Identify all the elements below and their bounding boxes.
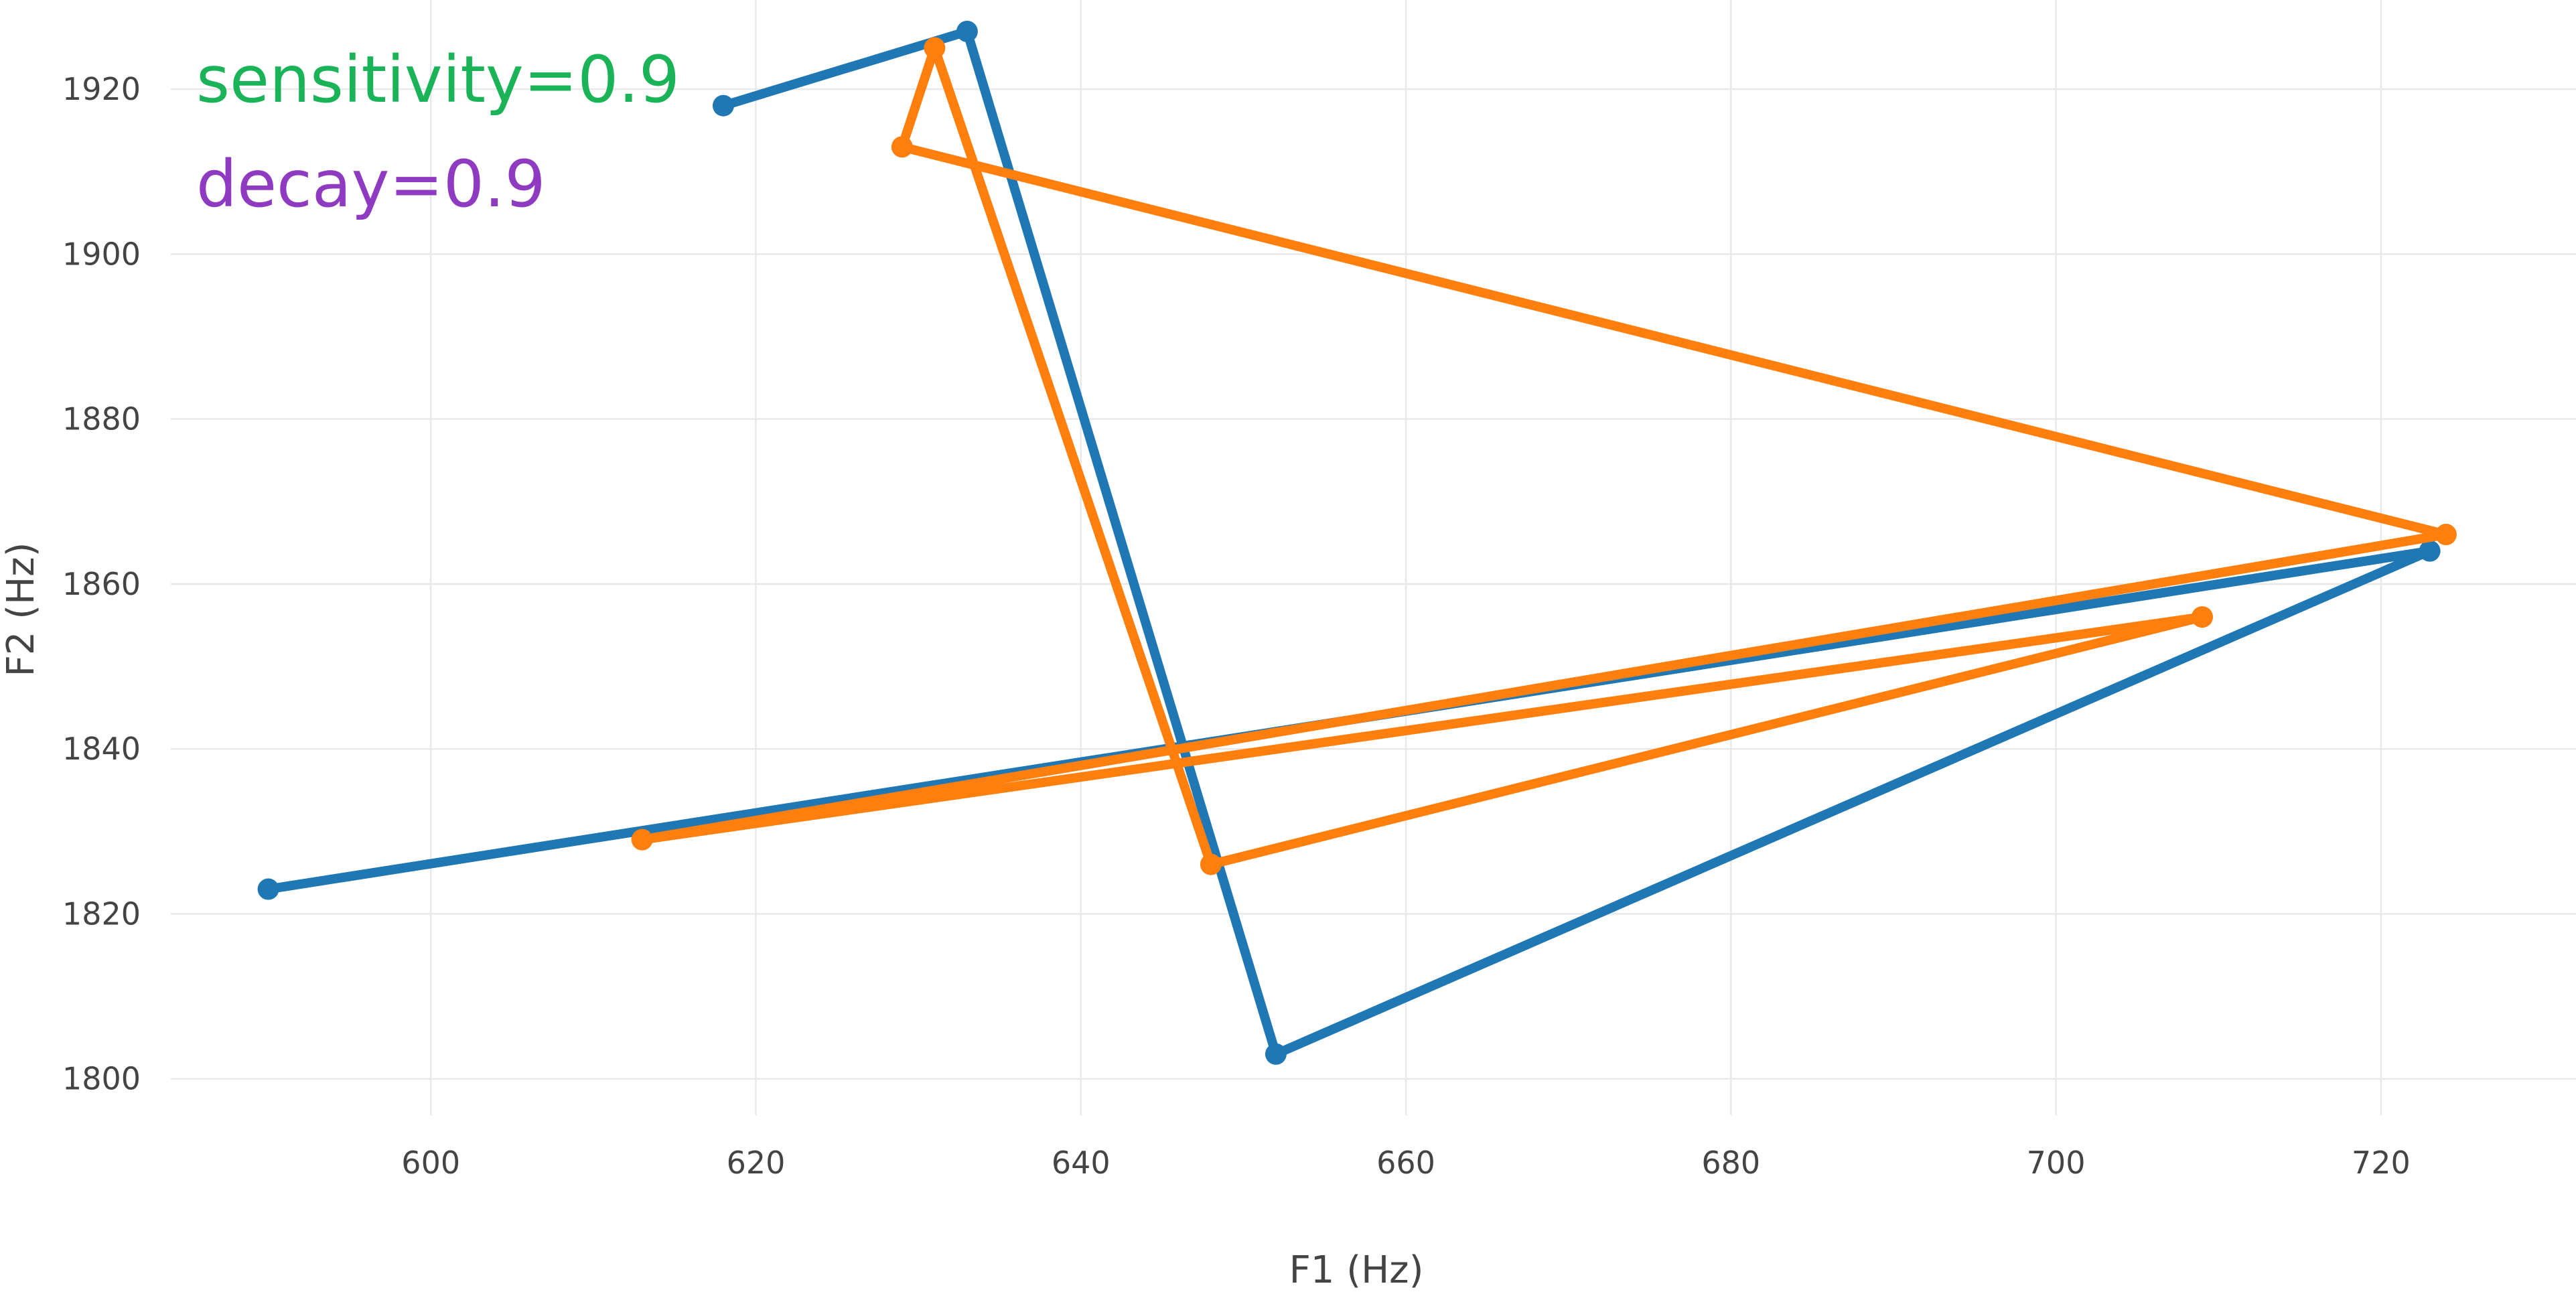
x-tick-label: 600: [401, 1145, 460, 1181]
data-point: [1265, 1043, 1287, 1065]
y-tick-label: 1800: [62, 1061, 141, 1097]
y-tick-label: 1900: [62, 236, 141, 272]
data-point: [2191, 606, 2213, 628]
data-point: [257, 878, 279, 900]
series-line: [637, 43, 2451, 869]
x-tick-label: 720: [2352, 1145, 2411, 1181]
series-layer: [257, 20, 2457, 1065]
x-grid: [429, 0, 2382, 1115]
x-tick-label: 620: [727, 1145, 786, 1181]
x-tick-label: 660: [1376, 1145, 1435, 1181]
y-tick-label: 1920: [62, 71, 141, 107]
decay-annotation: decay=0.9: [196, 147, 546, 222]
x-tick-labels: 600 620 640 660 680 700 720: [401, 1145, 2410, 1181]
x-axis-title: F1 (Hz): [1289, 1248, 1424, 1292]
data-point: [1200, 853, 1222, 875]
data-point: [891, 136, 913, 158]
data-point: [924, 37, 946, 59]
data-point: [712, 94, 734, 117]
data-point: [2435, 524, 2457, 546]
series-1: [257, 20, 2441, 1065]
y-tick-labels: 1800 1820 1840 1860 1880 1900 1920: [62, 71, 141, 1097]
y-grid: [171, 88, 2576, 1080]
data-point: [956, 20, 978, 42]
sensitivity-annotation: sensitivity=0.9: [196, 42, 680, 117]
series-2: [631, 37, 2457, 875]
series-line: [263, 26, 2435, 1059]
data-point: [2419, 540, 2441, 562]
y-tick-label: 1820: [62, 895, 141, 932]
y-tick-label: 1840: [62, 731, 141, 767]
y-axis-title: F2 (Hz): [0, 543, 43, 677]
y-tick-label: 1860: [62, 566, 141, 602]
data-point: [631, 829, 653, 851]
x-tick-label: 700: [2027, 1145, 2086, 1181]
y-tick-label: 1880: [62, 401, 141, 437]
x-tick-label: 680: [1701, 1145, 1760, 1181]
x-tick-label: 640: [1052, 1145, 1111, 1181]
